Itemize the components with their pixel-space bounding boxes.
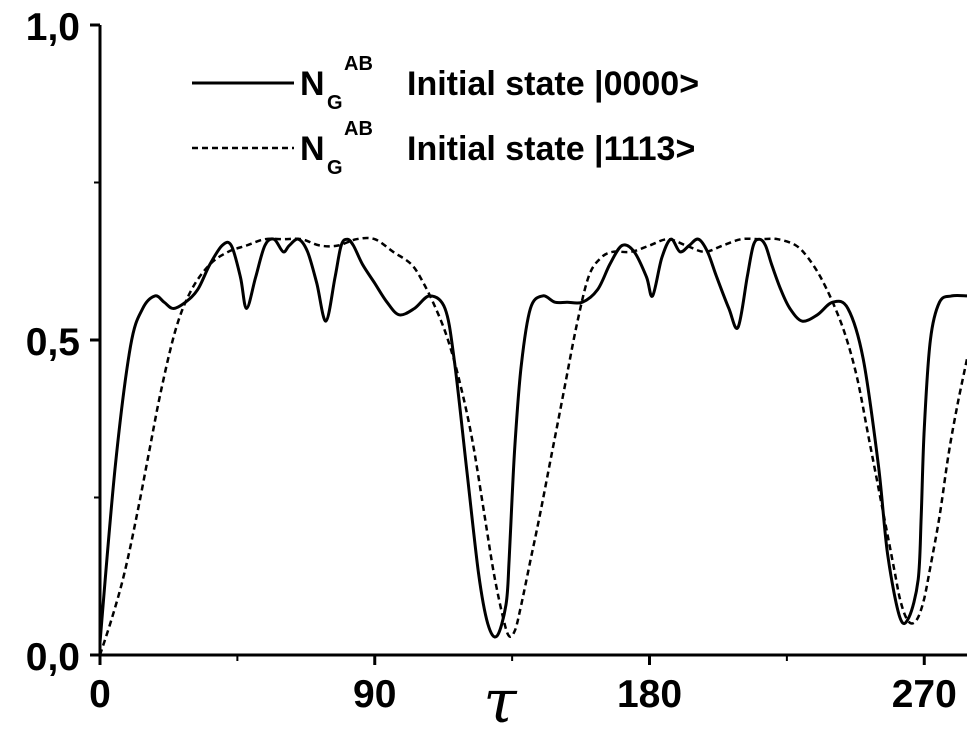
- legend-subscript: G: [327, 157, 343, 179]
- y-tick-label: 1,0: [26, 6, 80, 49]
- legend-superscript: AB: [344, 53, 373, 75]
- legend-item-dashed: N G AB Initial state |1113>: [192, 118, 695, 179]
- data-series: [98, 236, 967, 656]
- legend-superscript: AB: [344, 118, 373, 140]
- y-tick-label: 0,0: [26, 636, 80, 679]
- x-tick-label: 0: [89, 673, 111, 716]
- series-line-dashed: [98, 236, 967, 656]
- legend-label: Initial state |0000>: [407, 65, 699, 103]
- series-line-solid: [98, 237, 967, 643]
- legend: N G AB Initial state |0000> N G AB Initi…: [192, 53, 699, 179]
- tick-labels: 0,0 0,5 1,0 0 90 180 270: [26, 6, 957, 716]
- x-tick-label: 90: [353, 673, 396, 716]
- x-tick-label: 180: [617, 673, 682, 716]
- x-tick-label: 270: [892, 673, 957, 716]
- axis-ticks: [90, 23, 926, 665]
- legend-symbol: N: [300, 130, 325, 168]
- legend-item-solid: N G AB Initial state |0000>: [192, 53, 699, 114]
- x-axis-label: τ: [483, 667, 517, 732]
- legend-symbol: N: [300, 65, 325, 103]
- axes: [98, 25, 967, 657]
- y-tick-label: 0,5: [26, 321, 80, 364]
- legend-subscript: G: [327, 92, 343, 114]
- legend-label: Initial state |1113>: [407, 130, 695, 168]
